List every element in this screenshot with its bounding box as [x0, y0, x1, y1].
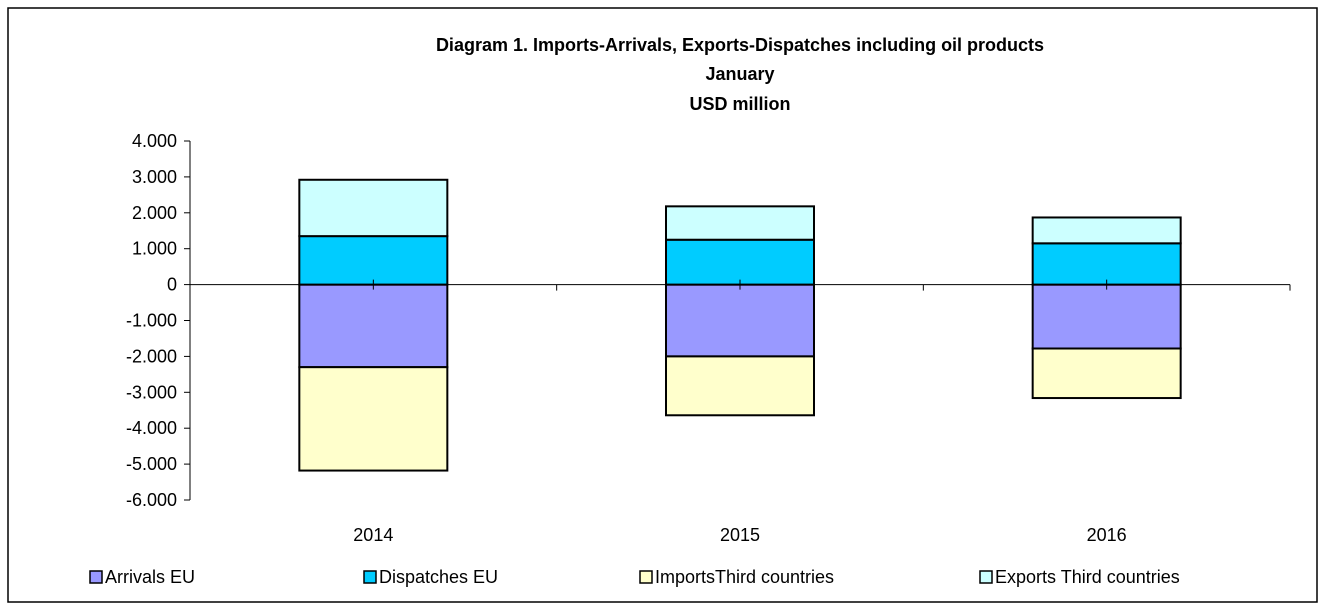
legend-label-3: ImportsThird countries [655, 567, 834, 587]
legend: Arrivals EU Dispatches EU ImportsThird cou… [89, 567, 1180, 587]
y-tick-label: 0 [167, 275, 177, 295]
legend-swatch-3 [639, 570, 653, 584]
title-line-2: January [705, 64, 774, 84]
bar-2014-series-1 [298, 283, 449, 369]
title-line-3: USD million [689, 94, 790, 114]
bars [298, 178, 1182, 472]
legend-label-1: Arrivals EU [105, 567, 195, 587]
y-tick-label: -5.000 [126, 454, 177, 474]
y-tick-label: 2.000 [132, 203, 177, 223]
x-category-label: 2014 [353, 525, 393, 545]
legend-swatch-1 [89, 570, 103, 584]
bar-2016-series-1 [1031, 283, 1182, 350]
bar-2014-series-3 [298, 366, 449, 472]
bar-2015-series-1 [665, 283, 815, 358]
y-tick-label: -2.000 [126, 346, 177, 366]
x-category-label: 2016 [1087, 525, 1127, 545]
bar-2015-series-4 [665, 205, 815, 241]
y-tick-label: -1.000 [126, 311, 177, 331]
legend-swatch-2 [363, 570, 377, 584]
bar-2014-series-4 [298, 178, 449, 238]
legend-label-2: Dispatches EU [379, 567, 498, 587]
title-line-1: Diagram 1. Imports-Arrivals, Exports-Dis… [436, 35, 1044, 55]
legend-label-4: Exports Third countries [995, 567, 1180, 587]
bar-2016-series-3 [1031, 347, 1182, 400]
bar-2016-series-4 [1031, 216, 1182, 245]
y-tick-label: -4.000 [126, 418, 177, 438]
chart-title: Diagram 1. Imports-Arrivals, Exports-Dis… [436, 35, 1044, 114]
y-tick-label: 4.000 [132, 131, 177, 151]
x-axis: 2014 2015 2016 [189, 279, 1291, 545]
bar-2016-series-2 [1031, 242, 1182, 286]
y-tick-label: 3.000 [132, 167, 177, 187]
legend-swatch-4 [979, 570, 993, 584]
x-category-label: 2015 [720, 525, 760, 545]
bar-2015-series-3 [665, 355, 815, 417]
y-tick-label: -3.000 [126, 382, 177, 402]
y-axis: 4.000 3.000 2.000 1.000 0 -1.000 -2.000 -3.000 -… [126, 131, 191, 510]
y-tick-label: -6.000 [126, 490, 177, 510]
bar-2015-series-2 [665, 238, 815, 286]
y-tick-label: 1.000 [132, 239, 177, 259]
bar-2014-series-2 [298, 235, 449, 286]
